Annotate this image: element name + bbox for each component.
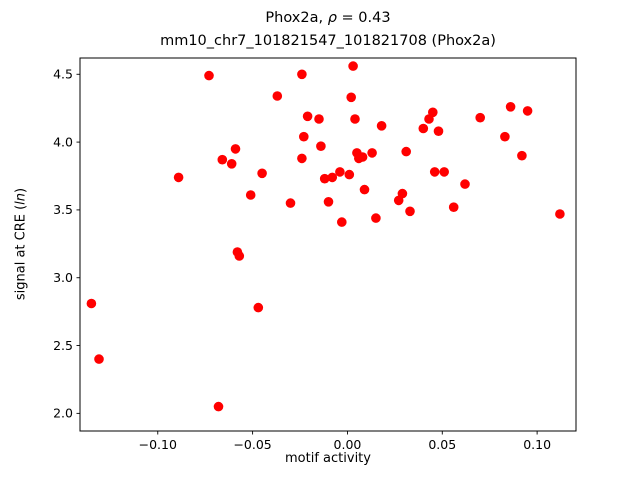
x-axis-label: motif activity — [285, 451, 371, 466]
x-tick-label: −0.10 — [139, 437, 177, 452]
data-point — [522, 106, 533, 116]
data-point — [460, 179, 470, 189]
data-point — [359, 184, 370, 195]
data-point — [316, 141, 326, 151]
data-point — [357, 152, 368, 162]
data-point — [230, 144, 241, 154]
data-point — [348, 61, 358, 71]
data-point — [245, 190, 256, 200]
data-point — [505, 102, 516, 112]
y-tick-label: 3.5 — [53, 202, 73, 217]
plot-border — [79, 57, 577, 432]
data-point — [433, 126, 444, 136]
y-tick-label: 2.0 — [53, 406, 73, 421]
data-point — [226, 159, 237, 169]
data-point — [439, 167, 450, 177]
chart-title-suffix: = 0.43 — [336, 10, 391, 26]
chart-title-rho: ρ — [327, 10, 337, 26]
x-tick-label: −0.05 — [233, 437, 271, 452]
data-point — [517, 150, 527, 161]
data-point — [297, 69, 307, 80]
data-point — [173, 172, 184, 183]
data-point — [405, 206, 415, 217]
data-point — [299, 131, 309, 142]
data-point — [475, 112, 486, 123]
data-point — [376, 121, 387, 131]
data-point — [314, 114, 324, 124]
data-point — [234, 251, 245, 261]
data-point — [344, 169, 355, 180]
data-point — [367, 148, 377, 158]
y-tick-label: 2.5 — [53, 338, 73, 353]
y-axis-label-prefix: signal at CRE ( — [13, 204, 29, 301]
data-point — [213, 401, 224, 412]
data-point — [253, 302, 264, 313]
data-point — [401, 146, 412, 157]
y-tick-label: 4.0 — [53, 134, 73, 149]
y-tick-label: 4.5 — [53, 67, 73, 82]
data-point — [323, 197, 334, 207]
data-point — [302, 111, 313, 122]
chart-title-prefix: Phox2a, — [265, 10, 328, 26]
chart-title: Phox2a, ρ = 0.43 — [80, 7, 576, 30]
y-axis-label-suffix: ) — [13, 187, 29, 193]
y-tick-label: 3.0 — [53, 270, 73, 285]
x-tick-label: 0.05 — [428, 437, 456, 452]
data-point — [285, 198, 296, 208]
data-point — [429, 167, 440, 177]
data-point — [217, 154, 228, 165]
x-tick-label: 0.10 — [523, 437, 551, 452]
data-point — [257, 168, 267, 179]
data-point — [327, 172, 338, 183]
title-block: Phox2a, ρ = 0.43 mm10_chr7_101821547_101… — [80, 7, 576, 53]
data-point — [350, 114, 360, 124]
x-tick-label: 0.00 — [334, 437, 362, 452]
data-point — [418, 123, 429, 134]
data-point — [297, 153, 307, 164]
y-axis-label-italic: ln — [13, 192, 29, 205]
data-point — [272, 91, 283, 101]
data-point — [94, 354, 104, 364]
data-point — [428, 107, 438, 118]
data-point — [448, 202, 459, 212]
data-point — [319, 173, 330, 184]
chart-subtitle: mm10_chr7_101821547_101821708 (Phox2a) — [160, 33, 496, 49]
data-point — [335, 167, 345, 177]
data-point — [397, 188, 408, 199]
y-axis-label: signal at CRE (ln) — [14, 188, 29, 300]
data-point — [555, 209, 565, 219]
data-point — [86, 298, 97, 309]
data-point — [500, 131, 510, 142]
data-point — [346, 92, 357, 103]
data-point — [204, 70, 214, 81]
data-point — [371, 213, 381, 223]
data-point — [337, 217, 347, 227]
